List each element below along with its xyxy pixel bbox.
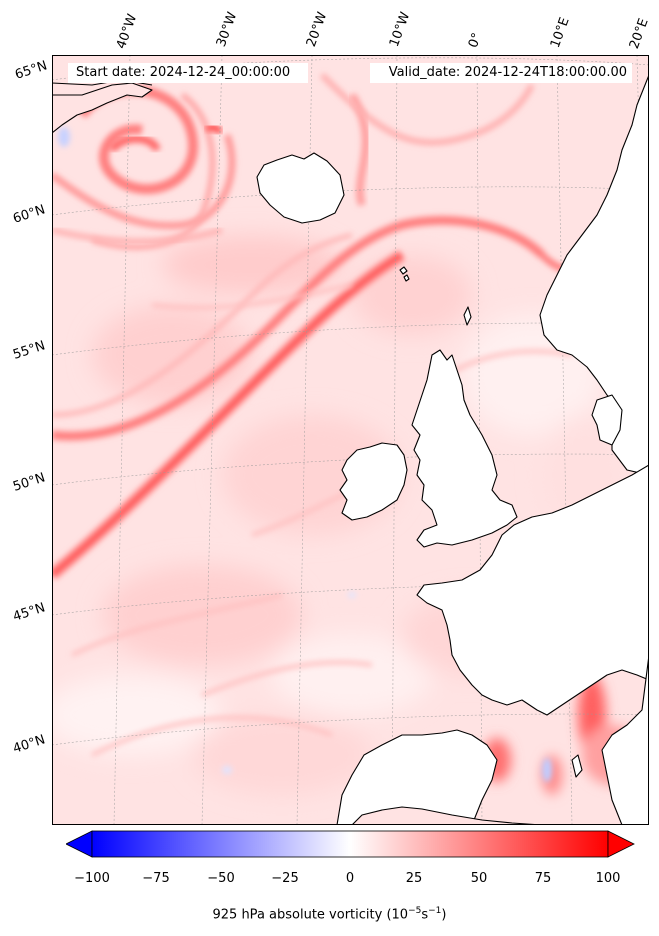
valid-date-label: Valid_date: 2024-12-24T18:00:00.00 bbox=[384, 65, 631, 80]
colorbar-tick: 0 bbox=[345, 871, 355, 886]
map-frame bbox=[52, 55, 649, 825]
lon-label-10e: 10°E bbox=[547, 15, 573, 51]
colorbar-tick: 50 bbox=[470, 871, 488, 886]
vorticity-map bbox=[52, 55, 649, 825]
colorbar-tick: 75 bbox=[534, 871, 552, 886]
lat-label-60n: 60°N bbox=[11, 202, 48, 227]
upper-frontal-band bbox=[52, 215, 573, 442]
colorbar-tick: −100 bbox=[74, 871, 110, 886]
lat-label-50n: 50°N bbox=[11, 470, 48, 495]
lat-label-45n: 45°N bbox=[11, 600, 48, 625]
lon-label-40w: 40°W bbox=[113, 12, 141, 51]
map-panel: Start date: 2024-12-24_00:00:00 Valid_da… bbox=[52, 55, 649, 825]
iceland bbox=[256, 152, 345, 224]
start-date-label: Start date: 2024-12-24_00:00:00 bbox=[72, 65, 295, 80]
colorbar-gradient bbox=[91, 830, 609, 858]
lower-frontal-band bbox=[52, 249, 406, 580]
colorbar-tick: −50 bbox=[207, 871, 235, 886]
lon-label-10w: 10°W bbox=[386, 10, 414, 49]
colorbar-tick: 100 bbox=[595, 871, 621, 886]
coastlines bbox=[52, 74, 649, 825]
continental-europe bbox=[416, 464, 649, 716]
colorbar-tick: −75 bbox=[142, 871, 170, 886]
colorbar-tick: 25 bbox=[405, 871, 423, 886]
lon-label-20w: 20°W bbox=[303, 10, 331, 49]
lon-label-0: 0° bbox=[465, 30, 486, 50]
colorbar-min-extend bbox=[66, 830, 93, 858]
colorbar-max-extend bbox=[607, 830, 635, 858]
colorbar bbox=[66, 830, 635, 858]
lat-label-65n: 65°N bbox=[13, 58, 50, 83]
colorbar-label: 925 hPa absolute vorticity (10−5s−1) bbox=[212, 906, 447, 923]
lon-label-20e: 20°E bbox=[626, 16, 652, 51]
colorbar-tick: −25 bbox=[271, 871, 299, 886]
lon-label-30w: 30°W bbox=[213, 10, 241, 49]
lat-label-40n: 40°N bbox=[11, 732, 48, 757]
ireland bbox=[339, 442, 408, 521]
lat-label-55n: 55°N bbox=[11, 338, 48, 363]
great-britain bbox=[411, 349, 518, 548]
denmark bbox=[591, 394, 623, 446]
greenland bbox=[52, 82, 153, 134]
iberia bbox=[336, 729, 498, 825]
